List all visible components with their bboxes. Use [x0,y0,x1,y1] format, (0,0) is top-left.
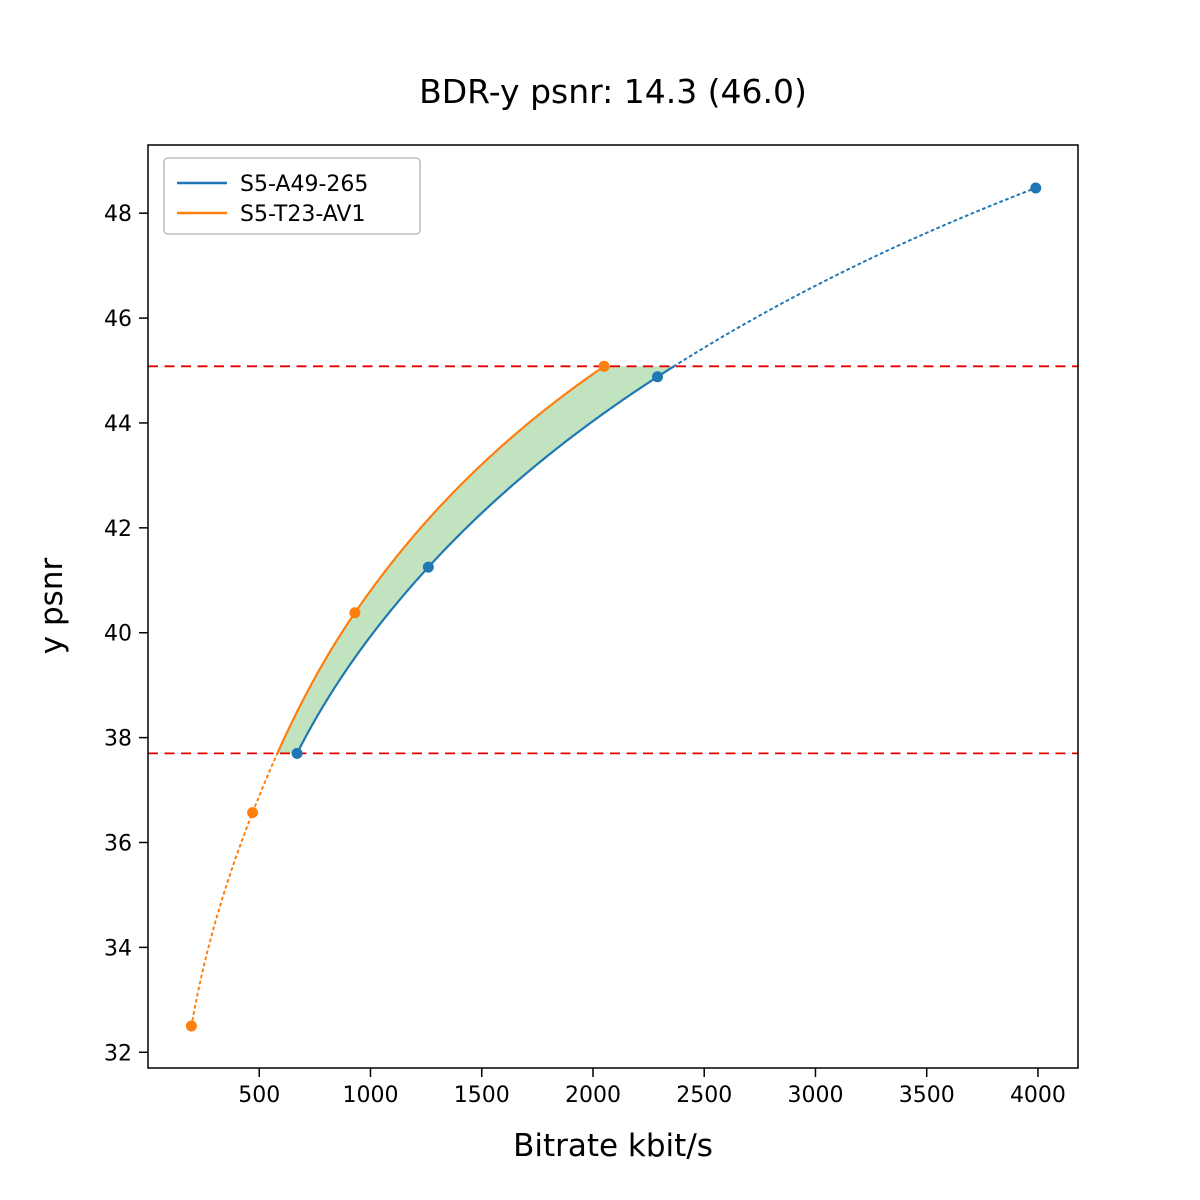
chart-title: BDR-y psnr: 14.3 (46.0) [419,72,807,111]
x-tick-label: 3000 [787,1083,843,1108]
series-line-s5-a49-265 [296,365,675,754]
x-tick-label: 500 [238,1083,280,1108]
y-tick-label: 42 [104,517,132,542]
axes-box [147,144,1079,1069]
bd-rate-shaded-area [277,366,674,754]
data-point-s5-a49-265 [651,371,663,383]
data-point-s5-t23-av1 [185,1020,197,1032]
x-tick-label: 1500 [454,1083,510,1108]
data-point-s5-a49-265 [291,747,303,759]
legend-box [163,157,421,235]
y-tick-label: 32 [104,1041,132,1066]
y-tick-label: 38 [104,727,132,752]
x-axis-label: Bitrate kbit/s [513,1128,713,1164]
legend-label: S5-T23-AV1 [240,202,365,227]
data-point-s5-a49-265 [422,561,434,573]
y-tick-label: 40 [104,622,132,647]
x-tick-label: 1000 [342,1083,398,1108]
y-tick-label: 46 [104,307,132,332]
y-tick-label: 34 [104,936,132,961]
y-tick-label: 44 [104,412,132,437]
series-line-dotted-s5-a49-265 [672,187,1037,368]
data-point-s5-t23-av1 [598,360,610,372]
x-tick-label: 4000 [1010,1083,1066,1108]
series-line-dotted-s5-t23-av1 [190,752,279,1028]
legend: S5-A49-265 S5-T23-AV1 [163,157,421,235]
series-line-s5-t23-av1 [276,365,605,754]
legend-label: S5-A49-265 [240,172,368,197]
data-point-s5-a49-265 [1030,182,1042,194]
x-tick-label: 2500 [676,1083,732,1108]
data-point-s5-t23-av1 [247,807,259,819]
x-tick-label: 2000 [565,1083,621,1108]
y-tick-label: 48 [104,202,132,227]
x-tick-label: 3500 [899,1083,955,1108]
data-point-s5-t23-av1 [349,607,361,619]
y-tick-label: 36 [104,831,132,856]
